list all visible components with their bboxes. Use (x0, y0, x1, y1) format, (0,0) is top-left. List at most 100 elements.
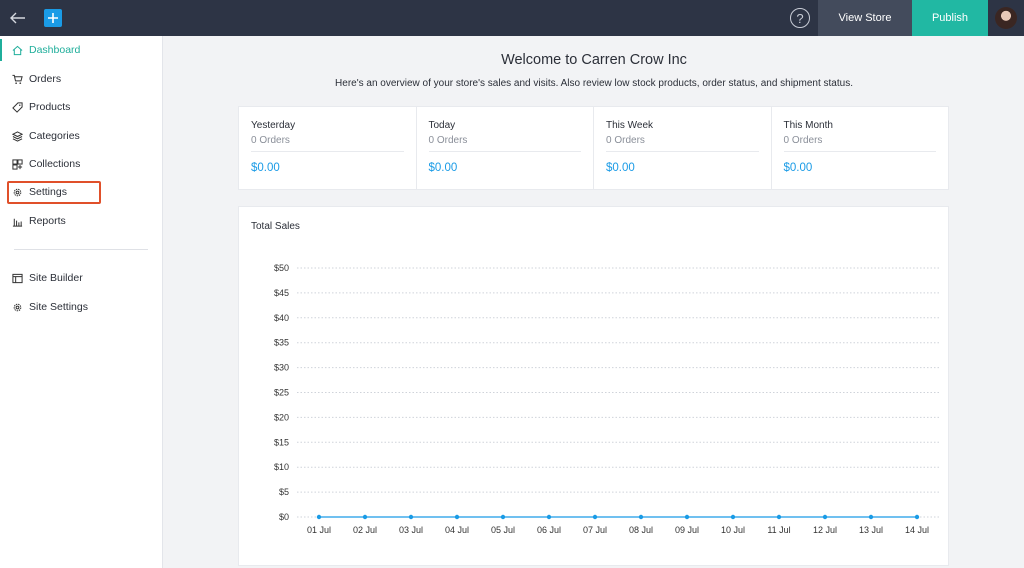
help-icon[interactable]: ? (790, 8, 810, 28)
layers-icon (12, 130, 23, 142)
sidebar-item-label: Products (29, 101, 71, 113)
sidebar-item-label: Orders (29, 73, 62, 85)
plus-icon (48, 13, 58, 23)
back-button[interactable] (0, 0, 36, 36)
stat-amount: $0.00 (428, 162, 458, 174)
stat-amount: $0.00 (251, 162, 280, 174)
sidebar-item-label: Categories (29, 130, 80, 142)
data-point[interactable] (454, 514, 460, 520)
chart-title: Total Sales (251, 221, 300, 232)
gear-icon (13, 303, 22, 311)
stat-label: This Week (606, 120, 654, 131)
x-tick-label: 13 Jul (859, 525, 883, 535)
bar-chart-icon (12, 218, 23, 227)
data-point[interactable] (776, 514, 782, 520)
sidebar-item-label: Site Builder (29, 272, 83, 284)
sidebar-item-label: Dashboard (29, 44, 81, 56)
top-bar: ? View Store Publish (0, 0, 1024, 36)
page-subtitle: Here's an overview of your store's sales… (335, 78, 853, 89)
sidebar-item-categories[interactable]: Categories (0, 125, 163, 147)
stat-amount: $0.00 (606, 162, 635, 174)
data-point[interactable] (822, 514, 828, 520)
avatar[interactable] (995, 7, 1017, 29)
stat-orders: 0 Orders (251, 135, 404, 152)
y-tick-label: $20 (274, 412, 289, 422)
stat-label: Yesterday (251, 120, 296, 131)
x-tick-label: 07 Jul (583, 525, 607, 535)
add-button[interactable] (44, 9, 62, 27)
stat-label: Today (428, 120, 456, 131)
stat-this-week: This Week 0 Orders $0.00 (594, 107, 772, 189)
sidebar-item-dashboard[interactable]: Dashboard (0, 39, 163, 61)
data-point[interactable] (684, 514, 690, 520)
stat-yesterday: Yesterday 0 Orders $0.00 (239, 107, 417, 189)
x-tick-label: 10 Jul (721, 525, 745, 535)
stat-amount: $0.00 (783, 162, 813, 174)
sidebar-item-reports[interactable]: Reports (0, 210, 163, 232)
x-tick-label: 05 Jul (491, 525, 515, 535)
sidebar-item-site-settings[interactable]: Site Settings (0, 296, 163, 318)
data-point[interactable] (408, 514, 414, 520)
y-tick-label: $30 (274, 363, 289, 373)
x-tick-label: 03 Jul (399, 525, 423, 535)
sidebar-item-site-builder[interactable]: Site Builder (0, 267, 163, 289)
x-tick-label: 06 Jul (537, 525, 561, 535)
home-icon (12, 45, 23, 55)
y-tick-label: $0 (279, 512, 289, 522)
stat-label: This Month (783, 120, 833, 131)
y-tick-label: $50 (274, 263, 289, 273)
sales-line-chart: $0 $5 $10 $15 $20 $25 $30 $35 $40 $45 $50 01 Jul 02 … (274, 263, 939, 535)
y-tick-label: $45 (274, 288, 289, 298)
data-point[interactable] (500, 514, 506, 520)
stat-orders: 0 Orders (428, 135, 581, 152)
y-tick-label: $10 (274, 462, 289, 472)
cart-icon (12, 74, 23, 84)
main-content: Welcome to Carren Crow Inc Here's an ove… (164, 36, 1024, 568)
data-point[interactable] (730, 514, 736, 520)
y-tick-label: $5 (279, 487, 289, 497)
x-tick-label: 04 Jul (445, 525, 469, 535)
x-tick-label: 12 Jul (813, 525, 837, 535)
y-tick-label: $40 (274, 313, 289, 323)
y-tick-label: $35 (274, 338, 289, 348)
sidebar-item-products[interactable]: Products (0, 96, 163, 118)
x-tick-label: 09 Jul (675, 525, 699, 535)
gear-icon (13, 188, 22, 196)
site-builder-icon (12, 273, 23, 283)
sidebar: Dashboard Orders Products Categories Col… (0, 36, 163, 568)
x-tick-label: 11 Jul (767, 525, 790, 535)
data-point[interactable] (914, 514, 920, 520)
x-tick-label: 01 Jul (307, 525, 331, 535)
x-tick-label: 14 Jul (905, 525, 929, 535)
sidebar-item-label: Collections (29, 158, 81, 170)
data-point[interactable] (638, 514, 644, 520)
data-point[interactable] (546, 514, 552, 520)
tag-icon (12, 101, 23, 113)
stat-orders: 0 Orders (606, 135, 759, 152)
x-tick-label: 08 Jul (629, 525, 653, 535)
publish-button[interactable]: Publish (912, 0, 988, 36)
sidebar-item-label: Site Settings (29, 301, 88, 313)
x-tick-label: 02 Jul (353, 525, 377, 535)
sidebar-item-collections[interactable]: Collections (0, 153, 163, 175)
page-title: Welcome to Carren Crow Inc (501, 52, 687, 68)
sidebar-item-label: Settings (29, 186, 67, 198)
stats-card: Yesterday 0 Orders $0.00 Today 0 Orders … (238, 106, 949, 190)
sidebar-item-label: Reports (29, 215, 66, 227)
collections-icon (12, 158, 23, 170)
sidebar-item-settings[interactable]: Settings (0, 181, 163, 203)
data-point[interactable] (868, 514, 874, 520)
total-sales-card: Total Sales $0 $5 $10 $15 $20 $25 $30 $35 $40 $45… (238, 206, 949, 566)
sidebar-item-orders[interactable]: Orders (0, 68, 163, 90)
data-point[interactable] (592, 514, 598, 520)
sidebar-divider (14, 249, 148, 250)
y-tick-label: $15 (274, 437, 289, 447)
stat-this-month: This Month 0 Orders $0.00 (772, 107, 949, 189)
stat-orders: 0 Orders (783, 135, 936, 152)
data-point[interactable] (316, 514, 322, 520)
avatar-container (988, 0, 1024, 36)
data-point[interactable] (362, 514, 368, 520)
view-store-button[interactable]: View Store (818, 0, 912, 36)
back-arrow-icon (10, 12, 25, 24)
stat-today: Today 0 Orders $0.00 (417, 107, 594, 189)
